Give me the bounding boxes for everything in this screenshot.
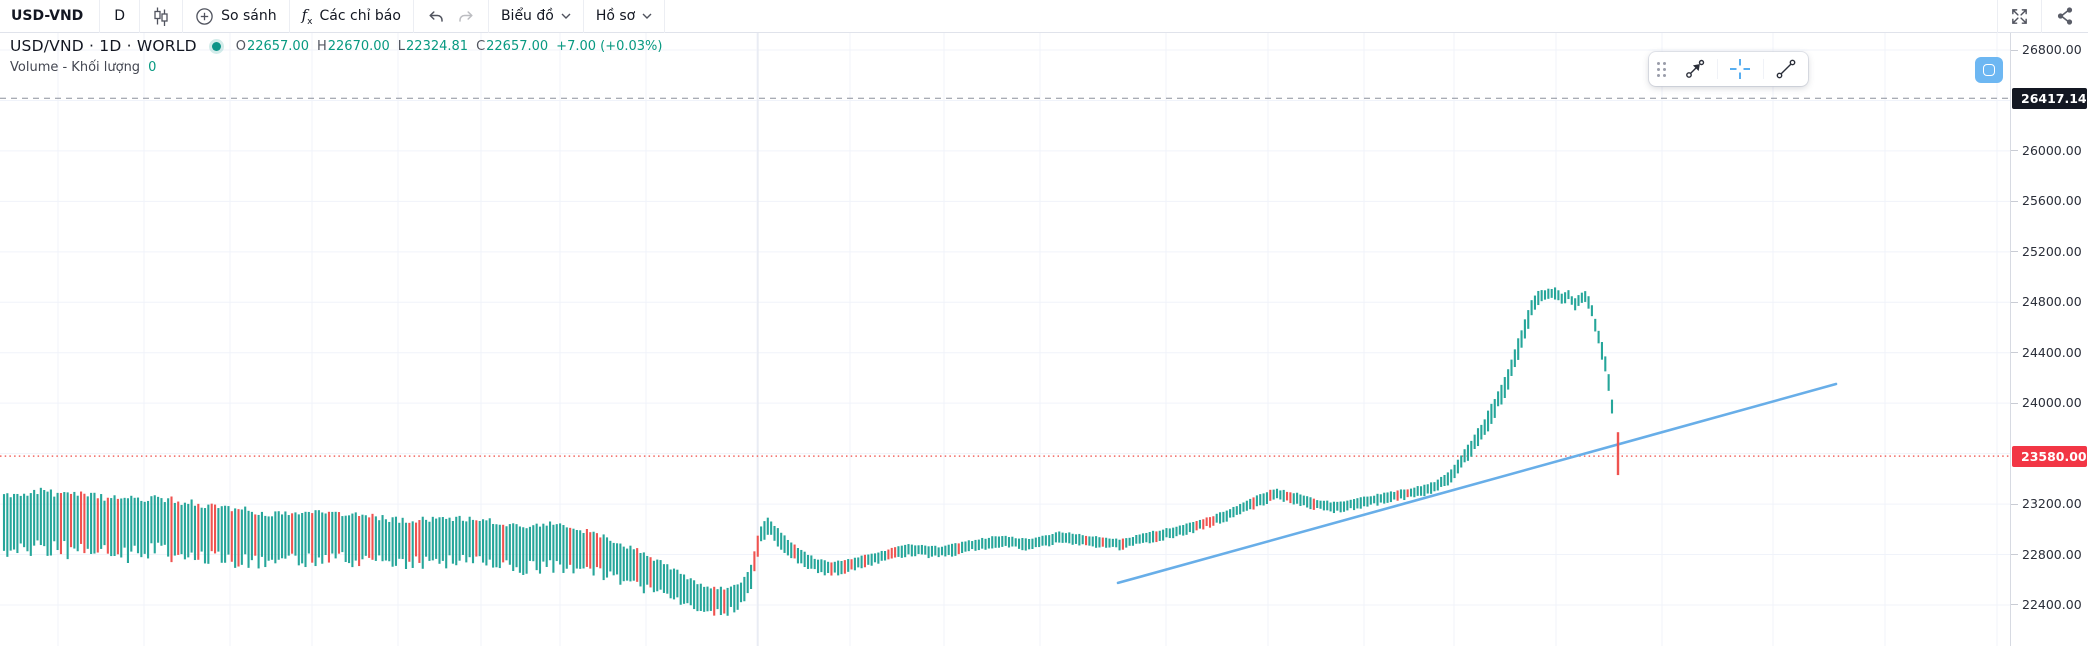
toolbar-separator [139, 0, 141, 33]
share-button[interactable] [2042, 0, 2088, 32]
price-tick-label: 22400.00 [2022, 596, 2082, 612]
compare-button[interactable]: So sánh [183, 0, 289, 32]
high-value: 22670.00 [327, 38, 390, 54]
top-toolbar: USD-VND D So sánh fx Các chỉ báo [0, 0, 2088, 33]
indicators-label: Các chỉ báo [319, 8, 401, 24]
toolbar-separator [664, 0, 666, 33]
toolbar-separator [288, 0, 290, 33]
price-tick-label: 24000.00 [2022, 395, 2082, 411]
ohlc-values: O22657.00 H22670.00 L22324.81 C22657.00 … [235, 38, 663, 54]
series-title[interactable]: USD/VND · 1D · WORLD [10, 37, 197, 55]
close-value: 22657.00 [486, 38, 549, 54]
axis-tick-mark [2011, 150, 2018, 152]
chevron-down-icon [642, 13, 652, 19]
toolbar-divider [1717, 59, 1719, 79]
toolbar-separator [99, 0, 101, 33]
crosshair-icon [1728, 57, 1752, 81]
trendline-tool-button[interactable] [1764, 52, 1808, 86]
axis-tick-mark [2011, 301, 2018, 303]
price-tick-label: 24400.00 [2022, 344, 2082, 360]
price-tick-label: 22800.00 [2022, 546, 2082, 562]
arrow-tool-button[interactable] [1673, 52, 1717, 86]
drag-handle[interactable] [1649, 61, 1673, 77]
low-value: 22324.81 [406, 38, 469, 54]
price-tick-label: 25600.00 [2022, 193, 2082, 209]
toolbar-separator [582, 0, 584, 33]
undo-button[interactable] [414, 0, 453, 32]
profile-menu-label: Hồ sơ [595, 8, 636, 24]
share-icon [2056, 6, 2074, 26]
chevron-down-icon [561, 13, 571, 19]
trendline-drawing [1116, 382, 1838, 585]
symbol-label: USD-VND [11, 8, 84, 24]
open-value: 22657.00 [246, 38, 309, 54]
toolbar-separator [182, 0, 184, 33]
axis-tick-mark [2011, 352, 2018, 354]
toolbar-separator [412, 0, 414, 33]
axis-tick-mark [2011, 604, 2018, 606]
drawing-toolbar [1649, 52, 1808, 86]
add-circle-icon [195, 7, 214, 26]
chart-menu-label: Biểu đồ [500, 8, 554, 24]
undo-icon [426, 8, 445, 25]
price-tick-label: 26800.00 [2022, 42, 2082, 57]
toolbar-separator [1997, 0, 1998, 33]
redo-button[interactable] [453, 0, 488, 32]
trendline-icon [1775, 58, 1797, 80]
toolbar-divider [1762, 59, 1764, 79]
axis-tick-mark [2011, 49, 2018, 51]
change-value: +7.00 (+0.03%) [556, 38, 663, 54]
symbol-button[interactable]: USD-VND [0, 0, 99, 32]
price-axis[interactable]: 26800.00 26000.00 25600.00 25200.00 24800.00… [2010, 33, 2088, 646]
interval-label: D [114, 8, 126, 24]
price-tick-label: 25200.00 [2022, 243, 2082, 259]
crosshair-tool-button[interactable] [1718, 52, 1762, 86]
axis-tick-mark [2011, 200, 2018, 202]
axis-tick-mark [2011, 402, 2018, 404]
trend-arrow-icon [1684, 58, 1706, 80]
last-price-badge: 23580.00 [2012, 445, 2087, 467]
chart-pane[interactable] [0, 33, 2010, 646]
indicators-button[interactable]: fx Các chỉ báo [290, 0, 413, 32]
chart-style-button[interactable] [140, 0, 182, 32]
pane-maximize-button[interactable] [1975, 57, 2003, 83]
price-tick-label: 23200.00 [2022, 496, 2082, 512]
volume-value: 0 [148, 60, 157, 75]
average-price-badge: 26417.14 [2012, 87, 2087, 109]
price-tick-label: 26000.00 [2022, 142, 2082, 158]
toolbar-separator [2041, 0, 2042, 33]
volume-label[interactable]: Volume - Khối lượng [10, 60, 141, 75]
fullscreen-button[interactable] [1998, 0, 2041, 32]
profile-menu-button[interactable]: Hồ sơ [584, 0, 664, 32]
axis-tick-mark [2011, 554, 2018, 556]
fullscreen-icon [2010, 7, 2029, 26]
market-status-dot-icon [211, 41, 221, 51]
candlestick-style-icon [152, 6, 170, 26]
chart-legend: USD/VND · 1D · WORLD O22657.00 H22670.00… [10, 37, 662, 75]
axis-tick-mark [2011, 251, 2018, 253]
pane-icon [1983, 64, 1995, 76]
toolbar-separator [487, 0, 489, 33]
fx-indicator-icon: fx [301, 5, 313, 27]
interval-button[interactable]: D [100, 0, 139, 32]
price-tick-label: 24800.00 [2022, 294, 2082, 310]
axis-tick-mark [2011, 503, 2018, 505]
redo-icon [457, 8, 476, 25]
compare-label: So sánh [221, 8, 277, 24]
chart-menu-button[interactable]: Biểu đồ [489, 0, 583, 32]
